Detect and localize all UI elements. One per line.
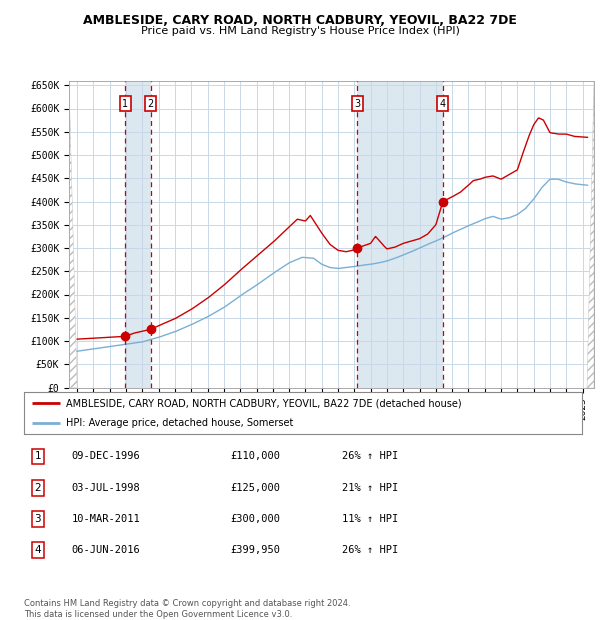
- Text: 26% ↑ HPI: 26% ↑ HPI: [342, 451, 398, 461]
- Text: 03-JUL-1998: 03-JUL-1998: [71, 483, 140, 493]
- Text: £110,000: £110,000: [230, 451, 280, 461]
- Polygon shape: [587, 81, 594, 388]
- Text: 1: 1: [35, 451, 41, 461]
- Text: AMBLESIDE, CARY ROAD, NORTH CADBURY, YEOVIL, BA22 7DE (detached house): AMBLESIDE, CARY ROAD, NORTH CADBURY, YEO…: [66, 398, 461, 408]
- Text: 09-DEC-1996: 09-DEC-1996: [71, 451, 140, 461]
- Text: 1: 1: [122, 99, 128, 109]
- Bar: [358, 81, 443, 388]
- Text: 10-MAR-2011: 10-MAR-2011: [71, 514, 140, 524]
- Text: £300,000: £300,000: [230, 514, 280, 524]
- Text: HPI: Average price, detached house, Somerset: HPI: Average price, detached house, Some…: [66, 418, 293, 428]
- Text: 06-JUN-2016: 06-JUN-2016: [71, 546, 140, 556]
- Text: AMBLESIDE, CARY ROAD, NORTH CADBURY, YEOVIL, BA22 7DE: AMBLESIDE, CARY ROAD, NORTH CADBURY, YEO…: [83, 14, 517, 27]
- Text: 11% ↑ HPI: 11% ↑ HPI: [342, 514, 398, 524]
- Text: 21% ↑ HPI: 21% ↑ HPI: [342, 483, 398, 493]
- Text: Contains HM Land Registry data © Crown copyright and database right 2024.
This d: Contains HM Land Registry data © Crown c…: [24, 600, 350, 619]
- Polygon shape: [69, 81, 77, 388]
- Text: 26% ↑ HPI: 26% ↑ HPI: [342, 546, 398, 556]
- Text: 3: 3: [35, 514, 41, 524]
- Text: 4: 4: [35, 546, 41, 556]
- Text: Price paid vs. HM Land Registry's House Price Index (HPI): Price paid vs. HM Land Registry's House …: [140, 26, 460, 36]
- Text: £125,000: £125,000: [230, 483, 280, 493]
- Text: £399,950: £399,950: [230, 546, 280, 556]
- Bar: [125, 81, 151, 388]
- Text: 3: 3: [355, 99, 361, 109]
- Text: 4: 4: [440, 99, 446, 109]
- Text: 2: 2: [35, 483, 41, 493]
- Text: 2: 2: [148, 99, 154, 109]
